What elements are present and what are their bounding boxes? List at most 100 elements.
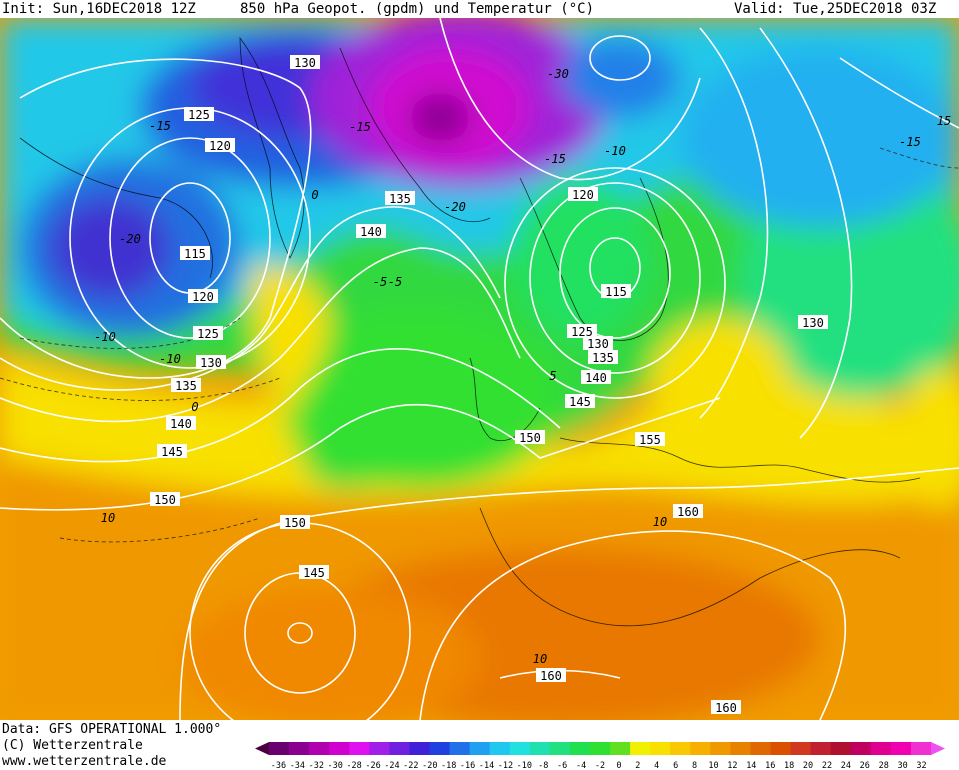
- colorbar-tick-label: -18: [441, 761, 456, 770]
- geopotential-label-box: [150, 492, 180, 506]
- colorbar-tick-label: -32: [309, 761, 324, 770]
- colorbar-left-arrow: [255, 742, 269, 755]
- temperature-label: -30: [547, 67, 569, 81]
- data-source-label: Data: GFS OPERATIONAL 1.000°: [2, 722, 222, 737]
- weather-map-canvas: 1301251201151201251301351401451501351401…: [0, 18, 959, 720]
- geopotential-label-box: [635, 432, 665, 446]
- mediterranean-coast: [479, 507, 901, 627]
- europe-coast: [559, 437, 921, 483]
- colorbar-tick-label: 6: [673, 761, 678, 770]
- map-title: 850 hPa Geopot. (gpdm) und Temperatur (°…: [240, 1, 595, 17]
- colorbar-segment: [569, 742, 591, 755]
- geopotential-label-box: [711, 700, 741, 714]
- temperature-label: -15: [149, 119, 171, 133]
- temperature-label: 5: [549, 369, 556, 383]
- colorbar-segment: [549, 742, 571, 755]
- temperature-label: 10: [533, 652, 547, 666]
- colorbar-segment: [409, 742, 430, 755]
- temperature-label: 0: [311, 188, 318, 202]
- colorbar-tick-label: 8: [692, 761, 697, 770]
- geopotential-label-box: [356, 224, 386, 238]
- colorbar-tick-label: 4: [654, 761, 659, 770]
- geopotential-label: 150: [154, 493, 176, 507]
- british-isles-coast: [469, 357, 541, 441]
- geopotential-label-box: [193, 326, 223, 340]
- greenland-coast: [239, 36, 305, 259]
- colorbar-segment: [289, 742, 310, 755]
- geopotential-label-box: [157, 444, 187, 458]
- colorbar-segment: [329, 742, 350, 755]
- geopotential-contours: [0, 18, 959, 720]
- arctic-coast: [339, 47, 491, 222]
- colorbar-segment: [710, 742, 731, 755]
- contour-120-scand: [559, 207, 671, 339]
- contour-155: [179, 467, 959, 720]
- geopotential-label: 135: [592, 351, 614, 365]
- temperature-label: -10: [94, 330, 116, 344]
- colorbar-tick-label: 26: [860, 761, 870, 770]
- contour-130-scand: [504, 167, 726, 399]
- geopotential-label-box: [588, 350, 618, 364]
- temperature-label: -15: [544, 152, 566, 166]
- colorbar-tick-label: -36: [271, 761, 286, 770]
- geopotential-label-box: [205, 138, 235, 152]
- colorbar-tick-label: -14: [479, 761, 494, 770]
- colorbar-segment: [830, 742, 852, 755]
- colorbar-tick-label: 14: [746, 761, 756, 770]
- colorbar-segment: [650, 742, 671, 755]
- geopotential-label: 145: [569, 395, 591, 409]
- geopotential-label-box: [568, 187, 598, 201]
- colorbar-segment: [429, 742, 451, 755]
- colorbar-tick-label: -26: [365, 761, 380, 770]
- colorbar-segment: [730, 742, 751, 755]
- geopotential-label: 120: [192, 290, 214, 304]
- geopotential-label: 125: [571, 325, 593, 339]
- map-header: Init: Sun,16DEC2018 12Z 850 hPa Geopot. …: [0, 0, 959, 18]
- temperature-label: -10: [159, 352, 181, 366]
- contour-135: [0, 206, 501, 391]
- geopotential-label-box: [196, 355, 226, 369]
- colorbar-segment: [389, 742, 410, 755]
- geopotential-label: 140: [170, 417, 192, 431]
- colorbar-tick-label: 20: [803, 761, 813, 770]
- geopotential-label: 130: [294, 56, 316, 70]
- geopotential-label-box: [385, 191, 415, 205]
- colorbar-tick-label: -20: [422, 761, 437, 770]
- colorbar-segment: [750, 742, 772, 755]
- colorbar-segment: [870, 742, 892, 755]
- colorbar-tick-label: -16: [460, 761, 475, 770]
- geopotential-label: 120: [572, 188, 594, 202]
- geopotential-label: 130: [200, 356, 222, 370]
- geopotential-label: 130: [587, 337, 609, 351]
- colorbar-tick-label: 22: [822, 761, 832, 770]
- canada-coast: [19, 137, 213, 279]
- colorbar-segment: [349, 742, 370, 755]
- colorbar-tick-label: 32: [916, 761, 926, 770]
- colorbar-segment: [910, 742, 932, 755]
- contour-east-1: [699, 27, 769, 419]
- colorbar-tick-label: -24: [384, 761, 399, 770]
- geopotential-label: 140: [585, 371, 607, 385]
- init-time-label: Init: Sun,16DEC2018 12Z: [2, 1, 196, 17]
- colorbar-segment: [449, 742, 471, 755]
- colorbar-segment: [770, 742, 792, 755]
- geopotential-label-box: [180, 246, 210, 260]
- geopotential-label-box: [601, 284, 631, 298]
- colorbar-tick-label: 10: [708, 761, 718, 770]
- colorbar-tick-label: -2: [595, 761, 605, 770]
- geopotential-label: 115: [605, 285, 627, 299]
- temperature-label: -20: [444, 200, 466, 214]
- temperature-colorbar: -36 -34 -32 -30 -28 -26 -24 -22 -20 -18 -16 -14 -12-…: [255, 742, 959, 770]
- colorbar-tick-label: -22: [403, 761, 418, 770]
- geopotential-label: 125: [197, 327, 219, 341]
- geopotential-label-box: [166, 416, 196, 430]
- temperature-label: 15: [937, 114, 951, 128]
- colorbar-tick-label: -8: [538, 761, 548, 770]
- colorbar-segment: [309, 742, 330, 755]
- colorbar-segment: [790, 742, 812, 755]
- colorbar-segment: [630, 742, 651, 755]
- geopotential-label-box: [280, 515, 310, 529]
- geopotential-label: 130: [802, 316, 824, 330]
- colorbar-segment: [509, 742, 531, 755]
- isotherm-minus10: [19, 317, 241, 349]
